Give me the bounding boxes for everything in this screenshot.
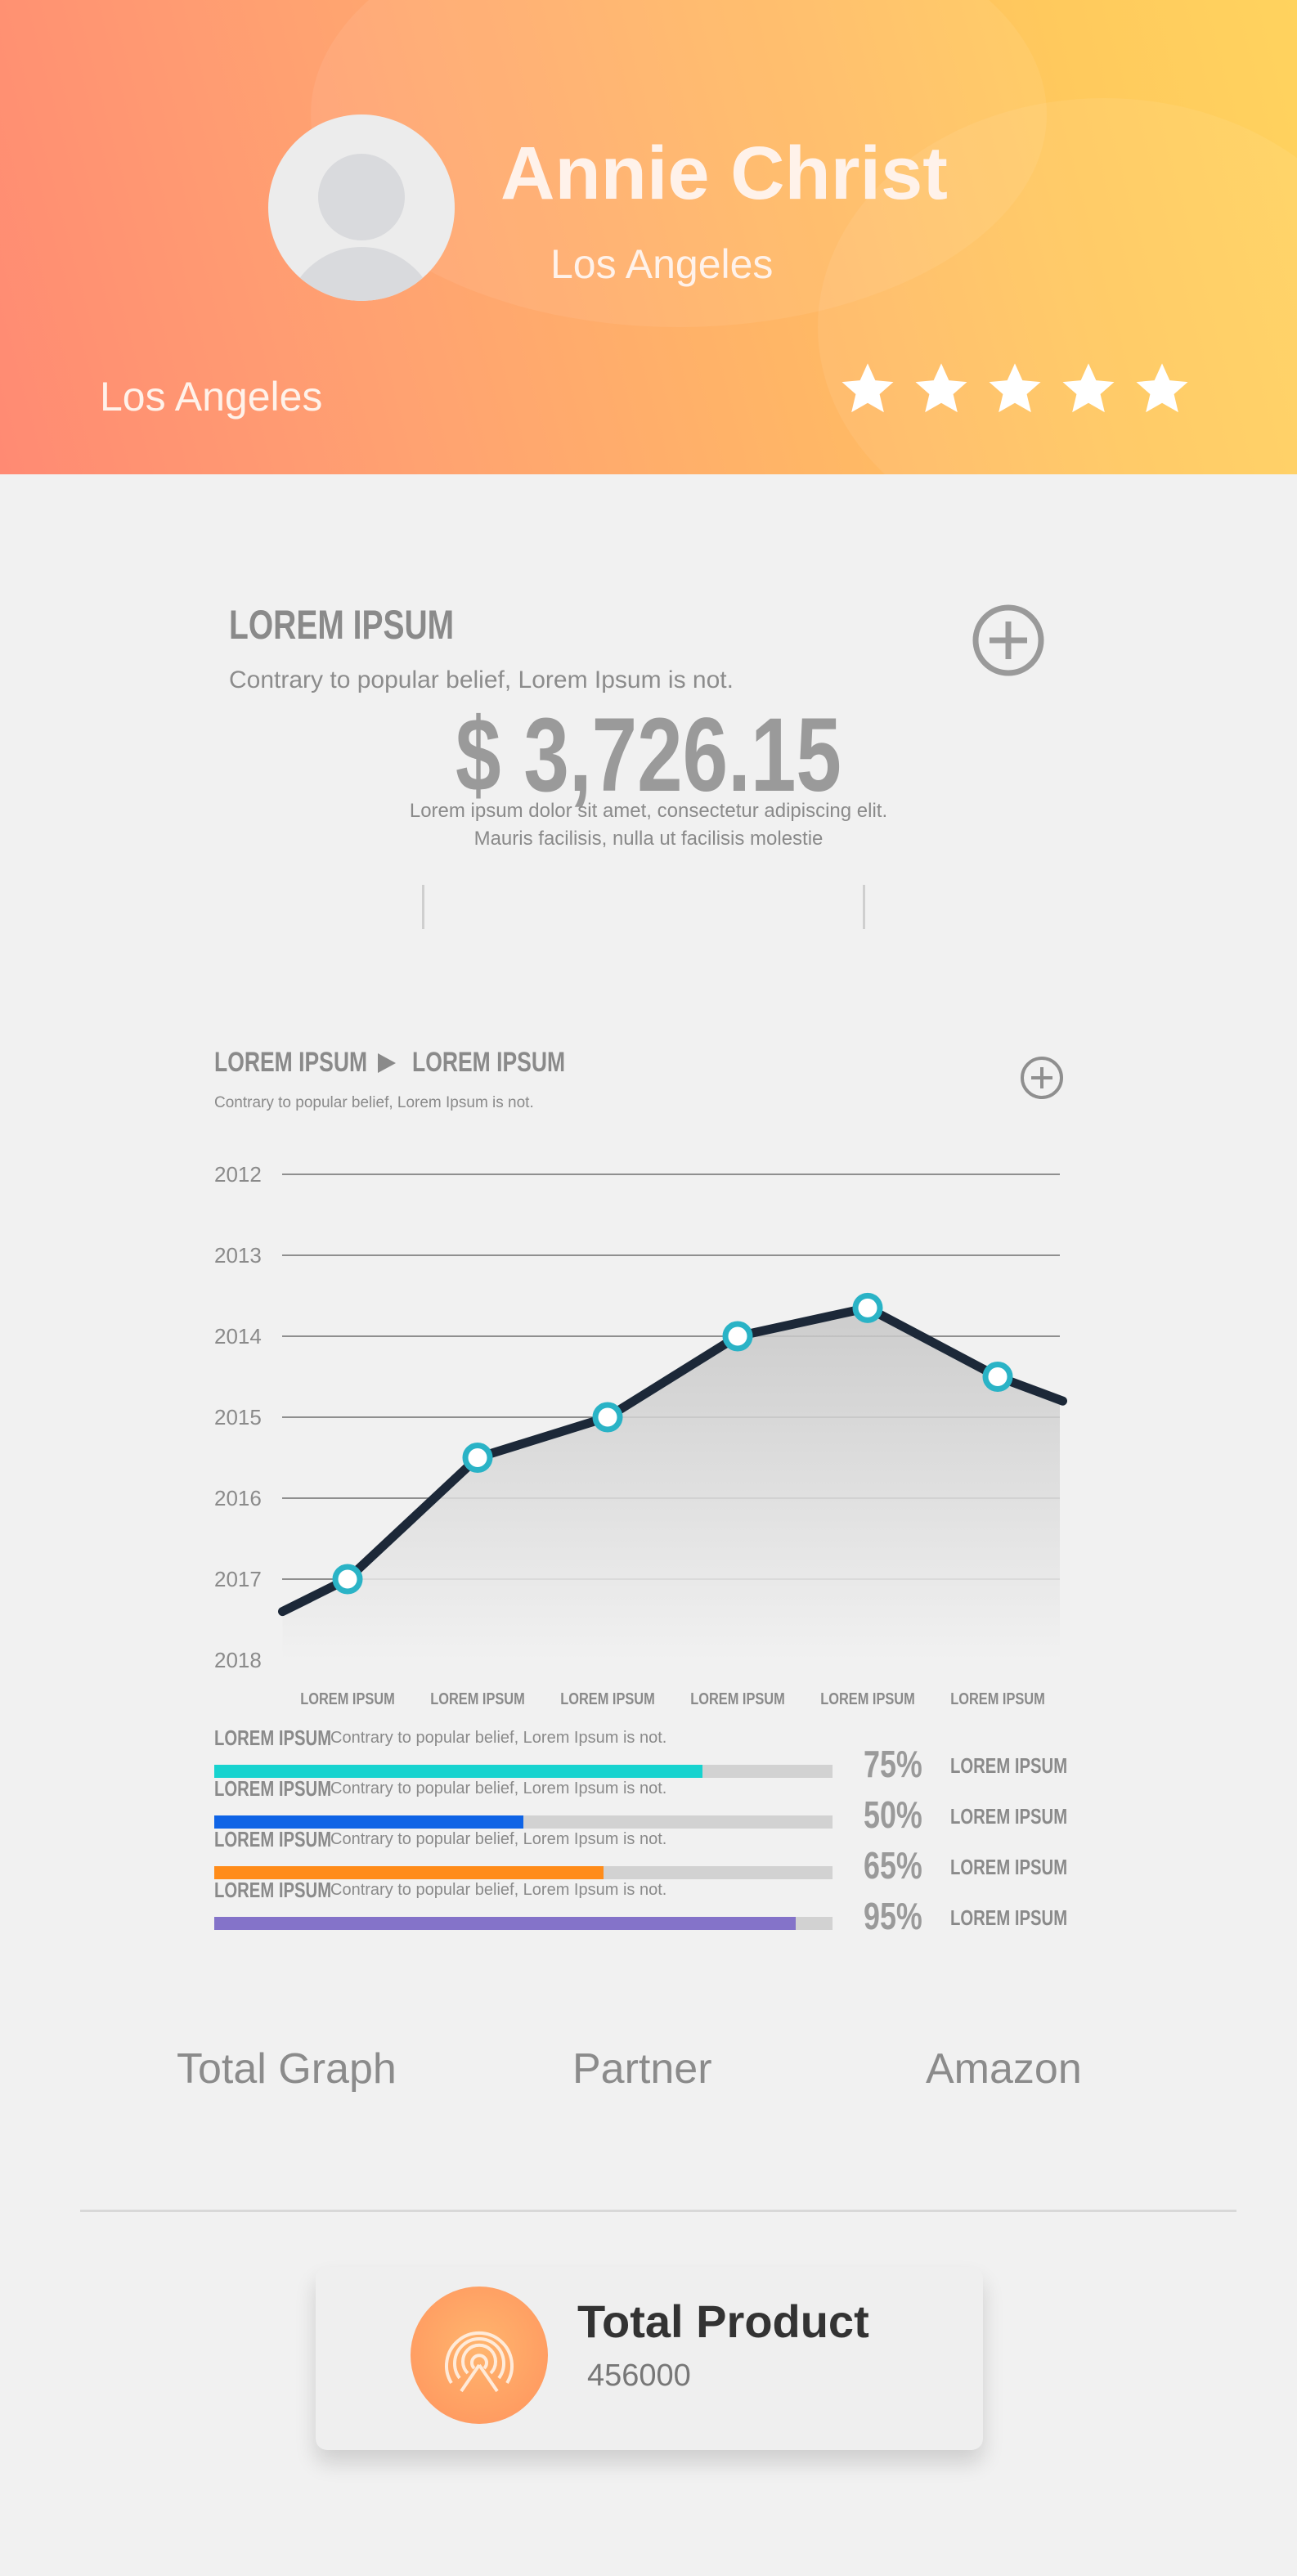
- progress-text: Contrary to popular belief, Lorem Ipsum …: [330, 1830, 667, 1848]
- progress-text: Contrary to popular belief, Lorem Ipsum …: [330, 1779, 667, 1797]
- summary-description-line2: Mauris facilisis, nulla ut facilisis mol…: [473, 828, 824, 850]
- series-area: [282, 1308, 1063, 1660]
- progress-text: Contrary to popular belief, Lorem Ipsum …: [330, 1729, 667, 1747]
- progress-row: LOREM IPSUM Contrary to popular belief, L…: [214, 1878, 1114, 1937]
- data-point[interactable]: [592, 1402, 623, 1433]
- progress-side-label: LOREM IPSUM: [950, 1804, 1068, 1829]
- tab-total-graph[interactable]: Total Graph: [177, 2045, 397, 2093]
- y-tick-label: 2014: [214, 1324, 262, 1349]
- profile-header: Annie Christ Los Angeles Los Angeles: [0, 0, 1297, 474]
- star-icon[interactable]: [1060, 360, 1117, 417]
- x-tick-label: LOREM IPSUM: [820, 1689, 915, 1708]
- tab-amazon[interactable]: Amazon: [926, 2045, 1082, 2093]
- y-tick-label: 2018: [214, 1648, 262, 1672]
- signal-icon: [445, 2331, 514, 2393]
- star-icon[interactable]: [839, 360, 896, 417]
- product-icon-badge: [411, 2287, 548, 2424]
- progress-row: LOREM IPSUM Contrary to popular belief, L…: [214, 1827, 1114, 1887]
- chart-panel: LOREM IPSUM LOREM IPSUM Contrary to popu…: [0, 1022, 1297, 1963]
- tab-partner[interactable]: Partner: [572, 2045, 712, 2093]
- data-point[interactable]: [462, 1443, 493, 1473]
- summary-amount: $ 3,726.15: [456, 697, 841, 814]
- progress-track: [214, 1765, 833, 1778]
- chart-subtitle: Contrary to popular belief, Lorem Ipsum …: [214, 1094, 534, 1111]
- profile-name: Annie Christ: [500, 132, 948, 215]
- x-tick-label: LOREM IPSUM: [560, 1689, 655, 1708]
- avatar-head-icon: [318, 154, 405, 240]
- data-point[interactable]: [722, 1321, 753, 1352]
- y-tick-label: 2015: [214, 1405, 262, 1429]
- data-point[interactable]: [982, 1362, 1013, 1392]
- y-tick-label: 2017: [214, 1567, 262, 1591]
- x-tick-label: LOREM IPSUM: [950, 1689, 1045, 1708]
- data-point[interactable]: [852, 1292, 883, 1323]
- play-arrow-icon: [377, 1052, 396, 1073]
- series-line: [278, 1303, 1067, 1617]
- summary-title: LOREM IPSUM: [229, 602, 455, 648]
- product-card[interactable]: Total Product 456000: [316, 2267, 983, 2450]
- tab-bar: Total Graph Partner Amazon: [0, 2044, 1297, 2110]
- star-icon[interactable]: [1133, 360, 1191, 417]
- progress-fill: [214, 1765, 703, 1778]
- progress-side-label: LOREM IPSUM: [950, 1753, 1068, 1778]
- progress-percent: 65%: [864, 1844, 922, 1887]
- y-tick-label: 2013: [214, 1243, 262, 1268]
- progress-fill: [214, 1815, 523, 1829]
- x-tick-label: LOREM IPSUM: [690, 1689, 785, 1708]
- summary-card: LOREM IPSUM Contrary to popular belief, …: [0, 540, 1297, 965]
- breadcrumb-item[interactable]: LOREM IPSUM: [411, 1047, 566, 1078]
- y-tick-label: 2016: [214, 1486, 262, 1510]
- progress-fill: [214, 1917, 796, 1930]
- progress-side-label: LOREM IPSUM: [950, 1905, 1068, 1930]
- progress-label: LOREM IPSUM: [214, 1827, 332, 1851]
- progress-percent: 75%: [864, 1743, 922, 1785]
- star-icon[interactable]: [986, 360, 1043, 417]
- breadcrumb-item[interactable]: LOREM IPSUM: [214, 1047, 368, 1078]
- progress-track: [214, 1917, 833, 1930]
- star-icon[interactable]: [913, 360, 970, 417]
- divider: [80, 2210, 1236, 2212]
- progress-percent: 95%: [864, 1895, 922, 1937]
- progress-side-label: LOREM IPSUM: [950, 1855, 1068, 1879]
- profile-city: Los Angeles: [550, 241, 774, 287]
- line-chart: 2012 2013 2014 2015 2016 2017 2018 LOREM IPSUM L…: [214, 1162, 1067, 1708]
- breadcrumb: LOREM IPSUM LOREM IPSUM: [214, 1047, 608, 1079]
- progress-fill: [214, 1866, 604, 1879]
- progress-track: [214, 1815, 833, 1829]
- progress-label: LOREM IPSUM: [214, 1878, 332, 1902]
- divider-line: [422, 885, 424, 929]
- progress-label: LOREM IPSUM: [214, 1776, 332, 1801]
- rating-stars[interactable]: [839, 360, 1191, 417]
- product-value: 456000: [587, 2358, 691, 2393]
- progress-row: LOREM IPSUM Contrary to popular belief, L…: [214, 1726, 1114, 1785]
- summary-description-line1: Lorem ipsum dolor sit amet, consectetur …: [409, 800, 888, 822]
- progress-percent: 50%: [864, 1793, 922, 1836]
- progress-label: LOREM IPSUM: [214, 1726, 332, 1750]
- profile-location: Los Angeles: [100, 374, 323, 420]
- avatar[interactable]: [268, 114, 455, 301]
- divider-line: [863, 885, 865, 929]
- progress-text: Contrary to popular belief, Lorem Ipsum …: [330, 1881, 667, 1899]
- progress-track: [214, 1866, 833, 1879]
- x-tick-label: LOREM IPSUM: [430, 1689, 525, 1708]
- add-icon[interactable]: [972, 604, 1045, 677]
- y-tick-label: 2012: [214, 1162, 262, 1187]
- x-tick-label: LOREM IPSUM: [300, 1689, 395, 1708]
- summary-subtitle: Contrary to popular belief, Lorem Ipsum …: [229, 666, 734, 693]
- data-point[interactable]: [332, 1564, 363, 1595]
- progress-row: LOREM IPSUM Contrary to popular belief, L…: [214, 1776, 1114, 1836]
- add-icon[interactable]: [1019, 1055, 1065, 1101]
- product-title: Total Product: [577, 2296, 869, 2347]
